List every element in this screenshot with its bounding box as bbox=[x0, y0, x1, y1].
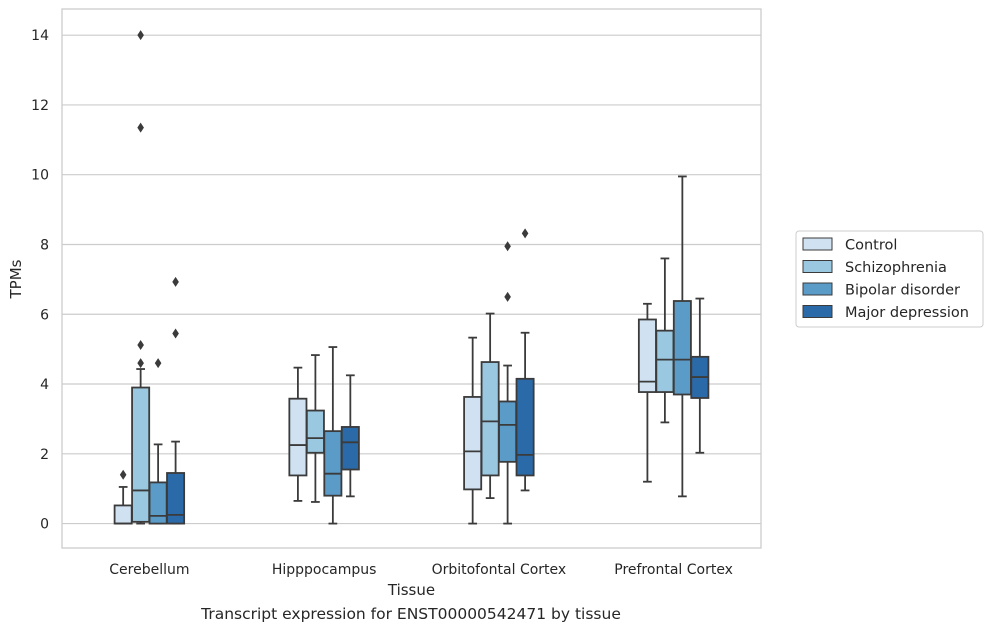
box-rect bbox=[323, 430, 343, 497]
x-tick-label: Hipppocampus bbox=[272, 562, 377, 578]
y-tick-label: 0 bbox=[40, 517, 49, 533]
y-tick-label: 8 bbox=[40, 237, 49, 253]
box-rect bbox=[166, 472, 186, 525]
box-group bbox=[463, 336, 483, 525]
x-tick-label: Cerebellum bbox=[109, 562, 189, 578]
outlier-point bbox=[172, 328, 179, 339]
figure-caption: Transcript expression for ENST0000054247… bbox=[201, 605, 621, 623]
x-tick-label: Orbitofontal Cortex bbox=[432, 562, 567, 578]
outlier-point bbox=[137, 122, 144, 133]
y-tick-label: 4 bbox=[40, 377, 49, 393]
box-rect bbox=[288, 397, 308, 477]
y-tick-label: 12 bbox=[31, 98, 49, 114]
y-tick-label: 14 bbox=[31, 28, 49, 44]
legend-swatch bbox=[802, 260, 833, 273]
legend-swatch bbox=[802, 305, 833, 318]
legend-label: Control bbox=[845, 238, 897, 254]
outlier-point bbox=[154, 358, 162, 369]
x-axis-label: Tissue bbox=[387, 581, 435, 599]
y-axis-label: TPMs bbox=[7, 259, 25, 299]
box-rect bbox=[148, 481, 168, 525]
legend-label: Bipolar disorder bbox=[845, 283, 960, 299]
x-tick-labels: Cerebellum Hipppocampus Orbitofontal Corte… bbox=[109, 562, 733, 578]
box-group bbox=[113, 469, 133, 525]
legend-frame bbox=[795, 230, 984, 328]
box-rect bbox=[113, 504, 133, 525]
outlier-point bbox=[521, 228, 529, 239]
grid-lines bbox=[62, 34, 761, 525]
box-rect bbox=[463, 396, 483, 491]
outlier-point bbox=[119, 469, 127, 480]
box-group bbox=[340, 374, 360, 498]
box-series bbox=[113, 30, 710, 525]
box-rect bbox=[340, 426, 360, 471]
legend-label: Schizophrenia bbox=[845, 260, 947, 276]
box-group bbox=[515, 228, 535, 492]
box-group bbox=[672, 175, 692, 498]
box-group bbox=[690, 297, 710, 454]
outlier-point bbox=[504, 241, 511, 252]
legend: Control Schizophrenia Bipolar disorder Majo… bbox=[795, 230, 984, 328]
box-rect bbox=[515, 377, 535, 477]
y-tick-label: 2 bbox=[40, 447, 49, 463]
box-rect bbox=[131, 386, 151, 523]
y-tick-label: 10 bbox=[31, 168, 49, 184]
outlier-point bbox=[137, 358, 144, 369]
legend-label: Major depression bbox=[845, 305, 969, 321]
box-group bbox=[131, 30, 151, 525]
legend-swatch bbox=[802, 237, 833, 251]
box-rect bbox=[672, 300, 692, 396]
box-rect bbox=[480, 361, 500, 477]
x-tick-label: Prefrontal Cortex bbox=[614, 562, 733, 578]
box-group bbox=[166, 276, 186, 525]
legend-swatch bbox=[802, 282, 833, 296]
outlier-point bbox=[504, 291, 511, 302]
outlier-point bbox=[137, 30, 144, 41]
box-rect bbox=[498, 400, 518, 463]
outlier-point bbox=[172, 276, 179, 287]
outlier-point bbox=[137, 339, 144, 350]
box-rect bbox=[655, 329, 675, 393]
plot-area bbox=[62, 9, 761, 548]
box-rect bbox=[305, 409, 325, 454]
y-tick-labels: 0 2 4 6 8 10 12 14 bbox=[31, 28, 49, 532]
y-tick-label: 6 bbox=[40, 307, 49, 323]
plot-frame bbox=[61, 8, 762, 549]
